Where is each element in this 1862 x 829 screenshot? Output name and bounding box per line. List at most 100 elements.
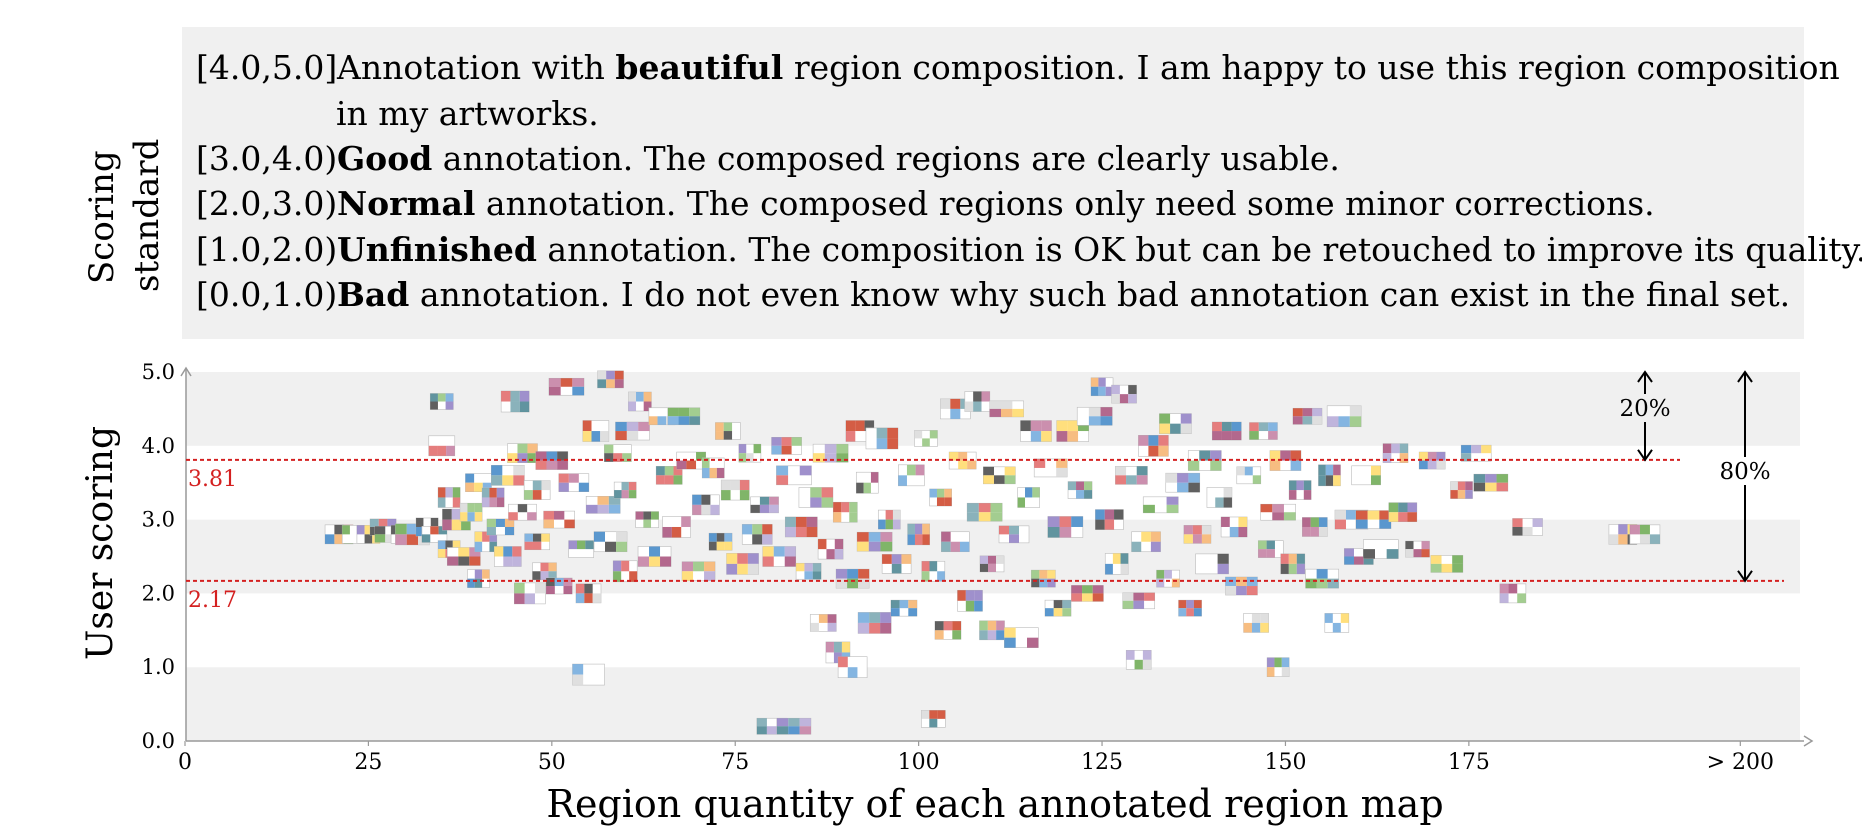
thumbnail-region [1178,600,1187,609]
thumbnail [750,496,779,514]
thumbnail-region [527,512,537,521]
thumbnail-region [546,460,558,470]
thumbnail-region [1053,608,1063,617]
thumbnail-region [482,569,490,579]
thumbnail-region [726,553,738,564]
thumbnail-region [799,726,811,735]
thumbnail-region [664,475,674,485]
thumbnail-region [1413,549,1422,558]
thumbnail-region [776,465,789,476]
thumbnail [585,496,621,514]
thumbnail-region [613,453,623,462]
thumbnail [1211,421,1242,441]
thumbnail-region [636,392,644,402]
thumbnail-region [1430,563,1442,573]
thumbnail-region [1349,416,1362,427]
thumbnail-region [1512,526,1523,536]
thumbnail [784,516,818,538]
thumbnail-region [1017,497,1026,508]
thumbnail [812,443,849,463]
thumbnail-region [876,438,888,449]
thumbnail-region [1020,420,1031,432]
thumbnail-region [648,416,658,425]
thumbnail-region [1159,423,1171,434]
thumbnail [890,599,918,617]
thumbnail-region [812,571,822,580]
thumbnail-region [430,401,438,410]
thumbnail-region [553,511,565,520]
thumbnail-region [847,667,858,678]
thumbnail-region [1292,416,1303,425]
thumbnail [558,473,590,493]
thumbnail-region [514,582,525,594]
thumbnail-region [821,497,833,508]
thumbnail-region [907,534,915,545]
thumbnail-region [465,482,475,492]
thumbnail-region [1148,445,1159,457]
thumbnail-region [957,590,966,601]
thumbnail-region [1325,475,1334,486]
thumbnail-region [385,534,396,543]
thumbnail-region [474,512,483,522]
thumbnail-region [1009,534,1020,543]
thumbnail-region [597,504,609,514]
thumbnail-region [524,541,533,550]
thumbnail-region [704,561,716,572]
thumbnail [776,465,812,486]
thumbnail-region [1122,592,1134,601]
thumbnail-region [988,555,996,564]
thumbnail [855,471,879,494]
thumbnail-region [600,431,609,442]
thumbnail-region [496,497,505,507]
thumbnail-region [806,516,818,527]
thumbnail [1047,516,1084,538]
thumbnail-region [934,621,944,631]
thumbnail-region [974,600,983,612]
thumbnail-region [1133,600,1145,609]
thumbnail-region [1082,585,1093,594]
thumbnail-region [364,534,373,544]
axes: 0 25 50 75 100 125 150 175 > 200 0.0 1.0 2.0 3.0 4.0 5… [142,360,1814,775]
thumbnail-region [503,546,513,557]
thumbnail [1095,509,1124,530]
thumbnail-region [869,612,881,623]
thumbnail-region [934,630,944,640]
thumbnail [1225,576,1258,596]
thumbnail-region [1465,490,1473,499]
thumbnail-region [833,512,842,523]
thumbnail-region [1269,460,1281,471]
thumbnail-region [1059,526,1072,538]
thumbnail-region [1280,450,1291,461]
thumbnail-region [604,453,614,462]
thumbnail-region [1649,534,1660,544]
thumbnail [979,555,1005,573]
thumbnail-region [922,438,930,447]
thumbnail-region [467,578,475,588]
thumbnail [548,377,585,396]
thumbnail-region [827,614,837,623]
thumbnail [1363,539,1399,559]
thumbnail [1405,540,1430,558]
thumbnail-region [882,554,892,564]
thumbnail-region [906,464,916,476]
thumbnail [481,487,505,508]
thumbnail-region [1296,563,1305,574]
thumbnail-region [1333,464,1341,476]
thumbnail-region [1170,423,1181,434]
thumbnail-region [1133,592,1145,601]
thumbnail-region [950,408,961,419]
thumbnail-region [887,427,898,439]
thumbnail-region [1180,413,1192,424]
thumbnail-region [887,438,898,449]
thumbnail-region [374,526,386,535]
thumbnail-region [1388,502,1399,513]
thumbnail-region [474,541,483,552]
thumbnail-region [753,444,761,454]
thumbnail-region [724,541,733,551]
thumbnail-region [1349,405,1362,417]
thumbnail-region [1292,408,1303,417]
thumbnail-region [430,517,439,527]
thumbnail [612,560,638,583]
standard-grade: Good [337,139,433,178]
